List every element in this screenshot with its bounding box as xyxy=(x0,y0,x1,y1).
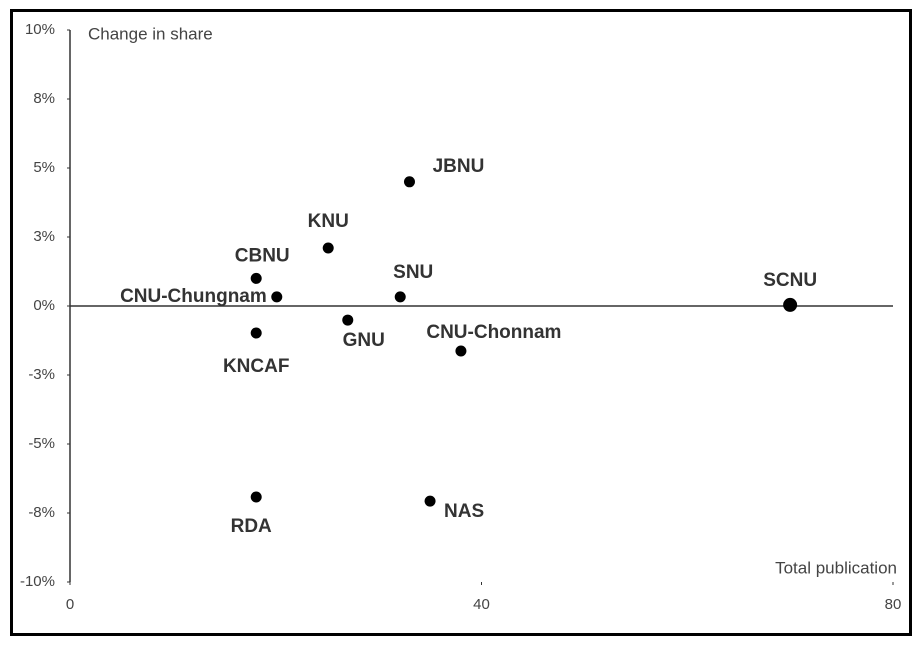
point xyxy=(394,291,406,303)
point-label: CNU-Chungnam xyxy=(120,286,267,307)
point-label: CBNU xyxy=(235,245,290,266)
point xyxy=(342,314,354,326)
point xyxy=(271,291,283,303)
point-label: KNU xyxy=(308,211,349,232)
x-tick-label: 0 xyxy=(66,596,74,613)
point-label: GNU xyxy=(343,330,385,351)
point xyxy=(783,297,798,312)
x-axis-title: Total publication xyxy=(775,558,897,577)
y-axis-title: Change in share xyxy=(88,24,213,43)
y-tick-label: 3% xyxy=(33,228,55,245)
point-label: SCNU xyxy=(763,270,817,291)
point xyxy=(250,272,262,284)
point-label: SNU xyxy=(393,262,433,283)
x-tick-label: 80 xyxy=(885,596,902,613)
y-tick-label: -8% xyxy=(28,504,55,521)
point xyxy=(322,242,334,254)
y-tick-label: -3% xyxy=(28,366,55,383)
y-tick-label: 5% xyxy=(33,159,55,176)
point xyxy=(424,495,436,507)
y-tick-label: 8% xyxy=(33,90,55,107)
y-tick-label: -5% xyxy=(28,435,55,452)
x-tick-label: 40 xyxy=(473,596,490,613)
point-label: RDA xyxy=(231,516,272,537)
frame xyxy=(10,9,912,636)
point xyxy=(455,345,467,357)
y-tick-label: 0% xyxy=(33,297,55,314)
point xyxy=(403,176,415,188)
point-label: NAS xyxy=(444,501,484,522)
point-label: JBNU xyxy=(433,156,485,177)
y-tick-label: 10% xyxy=(25,21,55,38)
point-label: KNCAF xyxy=(223,356,290,377)
point xyxy=(250,491,262,503)
y-tick-label: -10% xyxy=(20,573,55,590)
point-label: CNU-Chonnam xyxy=(426,322,561,343)
point xyxy=(250,327,262,339)
